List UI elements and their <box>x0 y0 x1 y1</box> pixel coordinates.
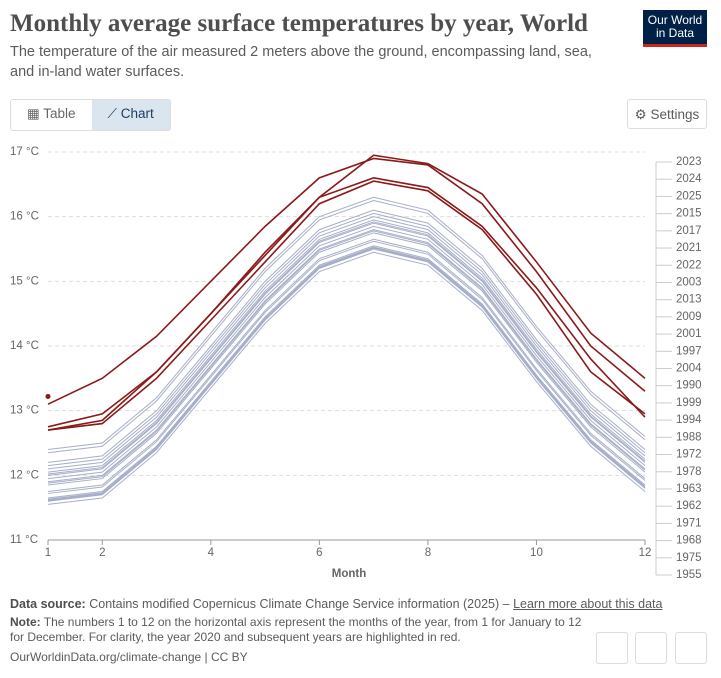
y-tick-label: 11 °C <box>10 534 38 546</box>
line <box>47 245 646 499</box>
x-tick-label: 2 <box>99 547 105 559</box>
legend-label: 2025 <box>676 190 702 202</box>
legend-label: 1972 <box>676 449 702 461</box>
note: Note: The numbers 1 to 12 on the horizon… <box>10 615 590 645</box>
chart: Month 11 °C 12 °C 13 °C 14 °C 15 °C 16 °C 17 °… <box>10 146 702 581</box>
tab-label: Table <box>43 106 76 121</box>
logo-line: in Data <box>655 26 695 40</box>
x-tick-label: 6 <box>316 547 322 559</box>
logo[interactable]: Our World in Data <box>643 10 707 47</box>
x-tick-label: 8 <box>425 547 431 559</box>
line <box>47 199 646 454</box>
legend-label: 1999 <box>676 397 702 409</box>
y-tick-label: 13 °C <box>10 405 39 417</box>
legend-label: 2023 <box>676 156 702 168</box>
line <box>47 246 646 500</box>
legend-label: 2021 <box>676 242 702 254</box>
line <box>47 154 646 431</box>
legend-label: 1963 <box>676 483 702 495</box>
title: Monthly average surface temperatures by … <box>10 10 588 37</box>
settings-label: Settings <box>650 107 700 122</box>
tab-chart[interactable]: ⟋ Chart <box>91 100 170 130</box>
line <box>47 196 646 450</box>
legend-label: 1955 <box>676 569 702 581</box>
x-tick-label: 4 <box>208 547 215 559</box>
legend-label: 2009 <box>676 311 702 323</box>
legend-label: 1968 <box>676 535 702 547</box>
y-tick-label: 14 °C <box>10 340 39 352</box>
x-tick-label: 12 <box>639 547 652 559</box>
line <box>47 238 646 492</box>
x-axis-label: Month <box>332 568 366 580</box>
line <box>47 219 646 473</box>
source-link[interactable]: Learn more about this data <box>513 597 663 611</box>
legend-label: 1997 <box>676 345 702 357</box>
share-button[interactable] <box>635 632 667 664</box>
line <box>47 230 646 484</box>
tabs: ▦ Table ⟋ Chart <box>10 99 171 131</box>
subtitle: The temperature of the air measured 2 me… <box>10 44 592 80</box>
legend-label: 2022 <box>676 259 702 271</box>
y-tick-label: 15 °C <box>10 275 39 287</box>
line <box>47 177 646 428</box>
line <box>47 229 646 483</box>
legend-label: 1990 <box>676 380 702 392</box>
legend-label: 2003 <box>676 276 702 288</box>
line <box>47 216 646 470</box>
x-tick-label: 1 <box>45 547 51 559</box>
point <box>45 393 51 399</box>
line <box>47 232 646 486</box>
legend-label: 2013 <box>676 294 702 306</box>
note-label: Note: <box>10 615 41 629</box>
line <box>47 221 646 475</box>
logo-line: Our World <box>647 13 703 27</box>
legend-label: 1994 <box>676 414 702 426</box>
line <box>47 251 646 505</box>
x-tick-label: 10 <box>530 547 543 559</box>
legend-label: 1962 <box>676 500 702 512</box>
url: OurWorldinData.org/climate-change | CC B… <box>10 650 248 664</box>
tab-table[interactable]: ▦ Table <box>27 106 76 121</box>
tab-label: Chart <box>120 106 154 121</box>
legend-label: 1988 <box>676 431 702 443</box>
line <box>47 209 646 463</box>
legend-label: 2017 <box>676 225 702 237</box>
legend-label: 1978 <box>676 466 702 478</box>
source-text: Contains modified Copernicus Climate Cha… <box>89 597 510 611</box>
line <box>47 157 646 405</box>
y-tick-label: 16 °C <box>10 211 39 223</box>
legend-label: 1975 <box>676 552 702 564</box>
y-tick-label: 12 °C <box>10 469 39 481</box>
settings-button[interactable]: ⚙ Settings <box>627 99 707 129</box>
line <box>47 212 646 467</box>
line <box>47 180 646 431</box>
legend-label: 2004 <box>676 363 702 375</box>
legend-label: 2015 <box>676 208 702 220</box>
line <box>47 225 646 480</box>
line <box>47 222 646 476</box>
line <box>47 240 646 494</box>
source: Data source: Contains modified Copernicu… <box>10 597 662 611</box>
legend-label: 1971 <box>676 517 702 529</box>
fullscreen-button[interactable] <box>675 632 707 664</box>
source-label: Data source: <box>10 597 86 611</box>
legend-label: 2001 <box>676 328 702 340</box>
y-tick-label: 17 °C <box>10 146 39 158</box>
legend-label: 2024 <box>676 173 702 185</box>
note-text: The numbers 1 to 12 on the horizontal ax… <box>10 615 582 644</box>
download-button[interactable] <box>596 632 628 664</box>
